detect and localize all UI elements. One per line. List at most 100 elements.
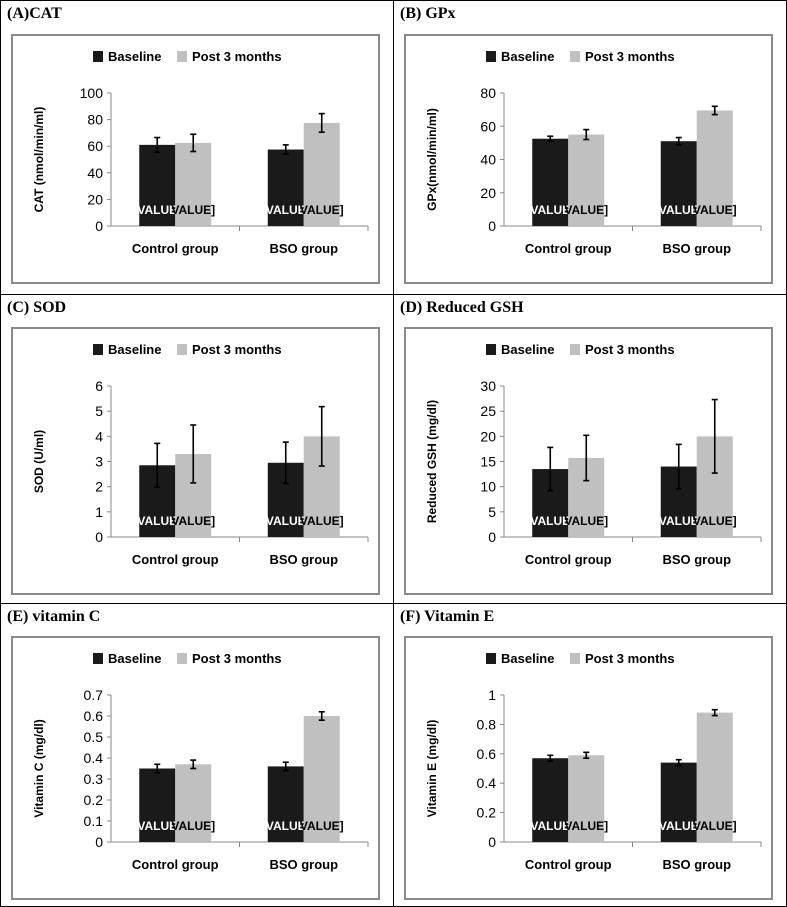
x-tick-label: BSO group [269, 552, 338, 567]
bar-data-label: VALUE [659, 203, 699, 217]
legend-swatch-post [570, 51, 580, 62]
legend-label-post: Post 3 months [192, 651, 282, 666]
y-tick-label: 0.7 [84, 687, 104, 703]
y-tick-label: 0 [488, 529, 496, 545]
bar-data-label: VALUE] [300, 203, 344, 217]
bar-data-label: VALUE [530, 819, 570, 833]
bar-data-label: VALUE] [171, 514, 215, 528]
bar-baseline-control [532, 758, 569, 842]
y-tick-label: 20 [480, 185, 496, 201]
bar-post-bso [303, 122, 340, 226]
x-tick-label: Control group [132, 552, 219, 567]
y-tick-label: 60 [87, 138, 103, 154]
legend: Baseline Post 3 months [93, 49, 282, 64]
y-tick-label: 0.2 [84, 792, 104, 808]
panel-d-reduced-gsh: (D) Reduced GSH Baseline Post 3 months 0 5 1… [394, 295, 787, 604]
legend-label-post: Post 3 months [585, 342, 675, 357]
x-tick-label: Control group [525, 552, 612, 567]
bar-baseline-bso [267, 766, 304, 842]
legend-swatch-post [177, 344, 187, 355]
bar-chart: Baseline Post 3 months 0 0.2 0.4 0.6 0.8 1 Vitam… [425, 651, 762, 872]
bar-data-label: VALUE [659, 819, 699, 833]
bar-chart: Baseline Post 3 months 0 1 2 3 4 5 6 SOD (U/ml) Co… [32, 342, 369, 567]
legend-swatch-baseline [486, 51, 496, 62]
bar-data-label: VALUE] [171, 819, 215, 833]
x-tick-label: Control group [525, 857, 612, 872]
chart-frame: Baseline Post 3 months 0 20 40 60 80 100 CAT (nm… [11, 34, 380, 284]
chart-frame: Baseline Post 3 months 0 20 40 60 80 GPx(nmol/m… [404, 34, 773, 284]
y-tick-label: 80 [87, 112, 103, 128]
legend-label-baseline: Baseline [501, 342, 554, 357]
x-tick-label: Control group [132, 241, 219, 256]
x-tick-label: BSO group [662, 552, 731, 567]
y-tick-label: 0.8 [477, 716, 497, 732]
bar-data-label: VALUE [530, 203, 570, 217]
bar-post-control [568, 755, 605, 842]
bar-post-control [175, 142, 212, 226]
y-tick-label: 4 [95, 428, 103, 444]
chart-frame: Baseline Post 3 months 0 5 10 15 20 25 30 Reduced… [404, 327, 773, 595]
bar-data-label: VALUE [137, 819, 177, 833]
y-tick-label: 0.6 [84, 708, 104, 724]
legend-swatch-post [570, 653, 580, 664]
y-tick-label: 0 [95, 529, 103, 545]
bar-data-label: VALUE [266, 203, 306, 217]
bar-baseline-bso [267, 149, 304, 226]
legend-label-post: Post 3 months [192, 342, 282, 357]
panel-title: (E) vitamin C [7, 608, 101, 625]
y-axis-label: GPx(nmol/min/ml) [425, 108, 439, 211]
bar-data-label: VALUE] [693, 819, 737, 833]
legend: Baseline Post 3 months [93, 342, 282, 357]
x-tick-label: BSO group [269, 241, 338, 256]
y-tick-label: 60 [480, 118, 496, 134]
bar-data-label: VALUE] [300, 819, 344, 833]
y-tick-label: 40 [87, 165, 103, 181]
panel-title: (B) GPx [400, 5, 456, 22]
y-axis-label: Vitamin C (mg/dl) [32, 719, 46, 817]
bar-data-label: VALUE] [693, 514, 737, 528]
bar-chart: Baseline Post 3 months 0 20 40 60 80 100 CAT (nm… [32, 49, 369, 256]
bar-baseline-control [139, 144, 176, 226]
y-tick-label: 10 [480, 479, 496, 495]
bar-baseline-control [532, 138, 569, 226]
bar-data-label: VALUE] [171, 203, 215, 217]
legend: Baseline Post 3 months [486, 651, 675, 666]
y-tick-label: 6 [95, 378, 103, 394]
y-tick-label: 0 [488, 834, 496, 850]
legend-label-baseline: Baseline [501, 651, 554, 666]
bar-baseline-bso [660, 141, 697, 226]
panel-title: (A)CAT [7, 5, 62, 22]
x-tick-label: BSO group [269, 857, 338, 872]
y-tick-label: 0.6 [477, 746, 497, 762]
y-tick-label: 0 [488, 218, 496, 234]
y-tick-label: 5 [95, 403, 103, 419]
chart-frame: Baseline Post 3 months 0 0.2 0.4 0.6 0.8 1 Vitam… [404, 636, 773, 900]
bar-baseline-bso [660, 762, 697, 842]
panel-a-cat: (A)CAT Baseline Post 3 months 0 20 40 60 80 100… [0, 0, 394, 295]
y-tick-label: 0.3 [84, 771, 104, 787]
y-axis-label: CAT (nmol/min/ml) [32, 107, 46, 213]
legend-swatch-post [177, 653, 187, 664]
bar-chart: Baseline Post 3 months 0 5 10 15 20 25 30 Reduced… [425, 342, 762, 567]
y-tick-label: 0 [95, 834, 103, 850]
bar-data-label: VALUE] [564, 203, 608, 217]
legend: Baseline Post 3 months [486, 342, 675, 357]
y-tick-label: 1 [488, 687, 496, 703]
y-tick-label: 25 [480, 403, 496, 419]
y-tick-label: 2 [95, 479, 103, 495]
legend-label-post: Post 3 months [192, 49, 282, 64]
y-tick-label: 3 [95, 454, 103, 470]
y-axis-label: Reduced GSH (mg/dl) [425, 400, 439, 523]
y-tick-label: 1 [95, 504, 103, 520]
x-tick-label: BSO group [662, 241, 731, 256]
panel-title: (C) SOD [7, 299, 67, 316]
y-tick-label: 80 [480, 85, 496, 101]
legend-swatch-baseline [93, 653, 103, 664]
x-tick-label: BSO group [662, 857, 731, 872]
legend-label-post: Post 3 months [585, 651, 675, 666]
y-tick-label: 5 [488, 504, 496, 520]
bar-chart: Baseline Post 3 months 0 0.1 0.2 0.3 0.4 0.5 0.6… [32, 651, 369, 872]
bar-post-bso [696, 712, 733, 842]
y-tick-label: 30 [480, 378, 496, 394]
bar-baseline-control [139, 768, 176, 842]
